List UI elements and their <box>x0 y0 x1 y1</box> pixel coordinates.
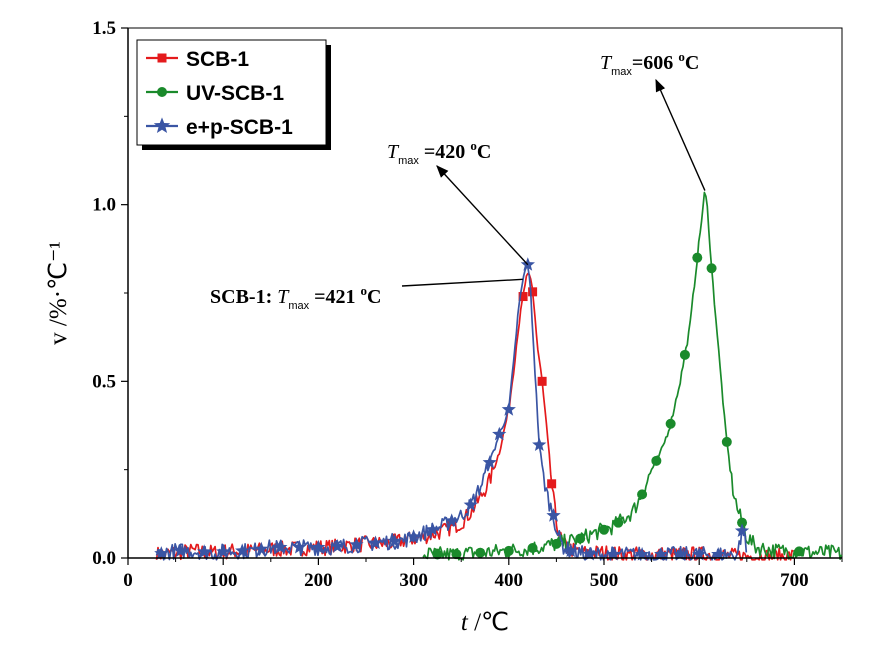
data-point <box>563 543 578 557</box>
annotation-line <box>401 278 523 287</box>
x-tick-label: 700 <box>780 570 809 591</box>
x-tick-label: 600 <box>685 570 714 591</box>
x-tick-label: 300 <box>399 570 428 591</box>
data-point <box>527 542 538 553</box>
series-line <box>422 191 843 561</box>
annotation-layer: SCB-1: Tmax =421 oC Tmax =420 oC Tmax=606 … <box>210 49 706 312</box>
data-point <box>154 546 169 560</box>
data-point <box>637 489 648 500</box>
data-point <box>634 547 650 561</box>
data-point <box>706 263 717 274</box>
data-point <box>173 543 188 557</box>
data-point <box>711 547 726 561</box>
annotation-scb1: SCB-1: Tmax =421 oC <box>210 283 382 312</box>
series-e+p-SCB-1 <box>154 257 750 561</box>
legend-label: UV-SCB-1 <box>186 82 284 105</box>
series-line <box>155 272 794 561</box>
data-point <box>311 539 326 554</box>
data-point <box>432 549 443 560</box>
data-point <box>575 533 586 544</box>
data-point <box>292 539 307 554</box>
data-point <box>528 287 538 297</box>
series-layer <box>154 191 843 561</box>
data-point <box>482 455 497 469</box>
data-point <box>501 402 516 416</box>
legend-label: SCB-1 <box>186 48 249 71</box>
x-tick-label: 100 <box>209 570 238 591</box>
data-point <box>406 529 421 543</box>
data-point <box>737 517 748 528</box>
data-point <box>254 541 269 556</box>
legend-item-UV-SCB-1: UV-SCB-1 <box>146 82 284 105</box>
legend-marker <box>153 117 171 133</box>
data-point <box>451 549 462 560</box>
legend: SCB-1 UV-SCB-1 e+p-SCB-1 <box>136 39 331 150</box>
data-point <box>551 538 562 549</box>
data-point <box>606 547 621 561</box>
data-point <box>235 543 250 557</box>
data-point <box>518 292 528 302</box>
data-point <box>537 376 547 386</box>
data-point <box>273 539 288 554</box>
data-point <box>547 479 557 489</box>
data-point <box>613 517 624 528</box>
y-tick-label: 1.0 <box>92 195 116 216</box>
data-point <box>368 535 383 550</box>
data-point <box>721 436 732 447</box>
data-point <box>503 545 514 556</box>
data-point <box>692 547 707 561</box>
x-tick-label: 200 <box>304 570 333 591</box>
x-tick-label: 0 <box>123 570 133 591</box>
data-point <box>425 522 440 536</box>
data-point <box>679 349 690 360</box>
data-point <box>197 544 212 558</box>
legend-item-e+p-SCB-1: e+p-SCB-1 <box>146 116 293 139</box>
data-point <box>692 252 703 263</box>
legend-item-SCB-1: SCB-1 <box>146 48 249 71</box>
data-point <box>665 418 676 429</box>
data-point <box>349 537 364 551</box>
data-point <box>387 533 402 548</box>
data-point <box>794 546 805 557</box>
series-SCB-1 <box>155 272 794 561</box>
data-point <box>651 455 662 466</box>
annotation-arrow <box>436 165 529 266</box>
annotation-uv: Tmax=606 oC <box>600 49 699 78</box>
data-point <box>475 547 486 558</box>
data-point <box>654 547 669 561</box>
data-point <box>216 544 231 558</box>
legend-marker <box>157 53 167 63</box>
x-tick-label: 500 <box>590 570 619 591</box>
annotation-arrow <box>655 78 706 191</box>
axes-layer: 0 100 200 300 400 500 600 700 0.0 0.5 1.0 1.5 t /℃ v … <box>45 18 843 636</box>
y-tick-label: 0.5 <box>92 371 116 392</box>
annotation-ep: Tmax =420 oC <box>387 138 491 167</box>
data-point <box>330 539 345 553</box>
data-point <box>582 547 597 561</box>
y-tick-label: 0.0 <box>92 548 116 569</box>
x-axis-title: t /℃ <box>461 609 509 636</box>
data-point <box>444 513 459 527</box>
data-point <box>673 547 688 561</box>
y-tick-label: 1.5 <box>92 18 116 39</box>
y-axis-title: v /%·℃⁻¹ <box>45 241 72 345</box>
data-point <box>463 497 478 512</box>
data-point <box>492 426 507 441</box>
series-UV-SCB-1 <box>422 191 843 561</box>
data-point <box>599 524 609 535</box>
data-point <box>546 508 561 522</box>
x-tick-label: 400 <box>495 570 524 591</box>
legend-label: e+p-SCB-1 <box>186 116 293 139</box>
legend-marker <box>157 87 167 97</box>
data-point <box>532 437 547 451</box>
data-point <box>734 523 750 537</box>
